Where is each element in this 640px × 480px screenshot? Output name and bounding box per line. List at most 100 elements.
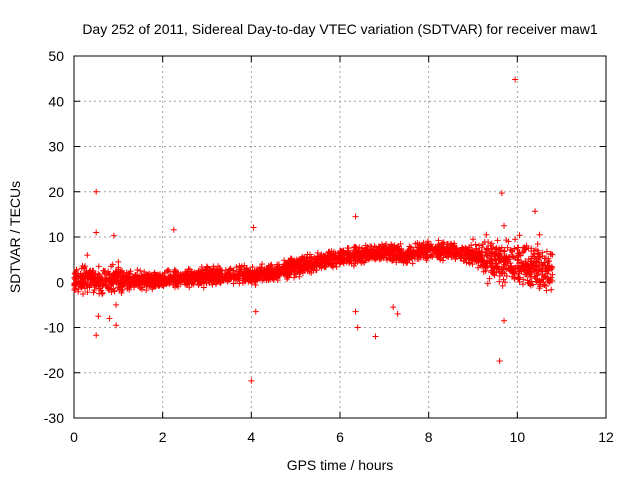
data-point: [204, 269, 211, 276]
data-point: [131, 275, 138, 282]
data-point: [314, 249, 321, 256]
data-point: [352, 308, 359, 315]
data-point: [236, 263, 243, 270]
data-point: [489, 250, 496, 257]
axis-ticks: [73, 55, 607, 419]
data-point: [340, 248, 347, 255]
data-point: [495, 266, 502, 273]
data-point: [466, 244, 473, 251]
data-point: [525, 279, 532, 286]
data-point: [216, 268, 223, 275]
data-point: [217, 274, 224, 281]
data-point: [202, 274, 209, 281]
data-point: [101, 277, 108, 284]
data-point: [183, 272, 190, 279]
data-point: [224, 278, 231, 285]
data-point: [537, 281, 544, 288]
data-point: [244, 273, 251, 280]
data-point: [147, 281, 154, 288]
data-point: [194, 274, 201, 281]
data-point: [514, 244, 521, 251]
y-tick-label: -20: [44, 365, 64, 381]
data-point: [504, 244, 511, 251]
data-point: [284, 265, 291, 272]
data-point: [488, 240, 495, 247]
data-point: [291, 274, 298, 281]
data-point: [515, 276, 522, 283]
data-point: [131, 283, 138, 290]
data-point: [529, 281, 536, 288]
data-point: [243, 265, 250, 272]
data-point: [296, 273, 303, 280]
data-point: [96, 281, 103, 288]
data-point: [250, 224, 257, 231]
data-point: [86, 281, 93, 288]
data-point: [498, 190, 505, 197]
data-point: [318, 251, 325, 258]
data-point: [282, 260, 289, 267]
data-point: [359, 253, 366, 260]
data-point: [160, 273, 167, 280]
data-point: [508, 263, 515, 270]
data-point: [482, 264, 489, 271]
data-point: [487, 257, 494, 264]
data-point: [496, 278, 503, 285]
data-point: [437, 245, 444, 252]
data-point: [384, 256, 391, 263]
data-point: [486, 275, 493, 282]
data-point: [383, 241, 390, 248]
data-point: [300, 262, 307, 269]
data-point: [104, 284, 111, 291]
data-point: [106, 276, 113, 283]
data-point: [101, 271, 108, 278]
data-point: [115, 258, 122, 265]
data-point: [175, 275, 182, 282]
data-point: [185, 265, 192, 272]
data-point: [274, 261, 281, 268]
data-point: [318, 262, 325, 269]
data-point: [420, 254, 427, 261]
data-point: [360, 251, 367, 258]
data-point: [264, 265, 271, 272]
data-point: [120, 282, 127, 289]
data-point: [124, 285, 131, 292]
data-point: [161, 269, 168, 276]
data-point: [186, 284, 193, 291]
data-point: [483, 260, 490, 267]
data-point: [429, 253, 436, 260]
data-point: [542, 273, 549, 280]
data-point: [531, 253, 538, 260]
data-point: [347, 251, 354, 258]
data-point: [136, 280, 143, 287]
data-point: [500, 259, 507, 266]
data-point: [204, 264, 211, 271]
data-point: [484, 253, 491, 260]
data-point: [113, 279, 120, 286]
data-point: [308, 262, 315, 269]
data-point: [337, 258, 344, 265]
data-point: [539, 249, 546, 256]
data-point: [498, 244, 505, 251]
data-point: [421, 249, 428, 256]
data-point: [119, 286, 126, 293]
data-point: [317, 255, 324, 262]
data-point: [492, 246, 499, 253]
data-point: [362, 257, 369, 264]
grid-lines: [74, 56, 606, 418]
x-tick-label: 2: [159, 429, 167, 445]
data-point: [379, 252, 386, 259]
data-point: [188, 280, 195, 287]
data-point: [239, 277, 246, 284]
data-point: [287, 266, 294, 273]
data-point: [534, 241, 541, 248]
data-point: [480, 257, 487, 264]
data-point: [151, 269, 158, 276]
data-point: [362, 242, 369, 249]
data-point: [293, 259, 300, 266]
data-point: [76, 280, 83, 287]
x-tick-label: 12: [598, 429, 614, 445]
data-point: [412, 240, 419, 247]
data-point: [549, 271, 556, 278]
data-point: [548, 266, 555, 273]
data-point: [329, 260, 336, 267]
